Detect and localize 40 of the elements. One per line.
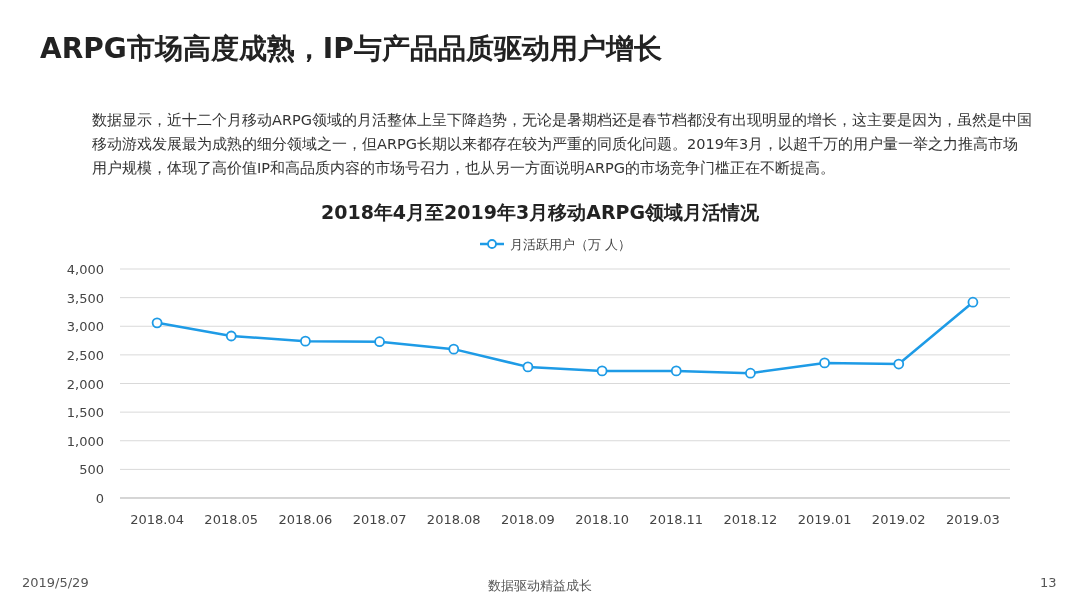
point: [967, 296, 979, 308]
y-tick-label: 2,000: [66, 376, 104, 392]
point: [745, 367, 756, 379]
point: [374, 336, 385, 348]
point: [893, 358, 905, 370]
point: [300, 335, 311, 347]
y-tick-label: 1,500: [66, 405, 104, 421]
chart-subtitle: ARPG市场高度成熟，IP与产品品质驱动用户增长: [40, 31, 662, 67]
x-tick-label: 2018.10: [575, 512, 629, 527]
text: 数据驱动精益成长: [488, 578, 592, 593]
x-tick-label: 2019.03: [946, 512, 1000, 527]
y-tick-label: 3,500: [66, 290, 104, 306]
y-tick-label: 1,000: [66, 433, 104, 449]
point: [151, 317, 163, 329]
y-tick-label: 3,000: [66, 319, 104, 335]
x-tick-label: 2018.08: [426, 512, 481, 527]
y-tick-label: 4,000: [66, 262, 104, 277]
point: [448, 343, 460, 355]
x-tick-label: 2018.07: [352, 512, 407, 527]
x-tick-label: 2018.06: [278, 512, 333, 527]
x-tick-label: 2019.01: [797, 512, 852, 527]
x-tick-label: 2018.05: [204, 512, 259, 527]
text: 数据显示，近十二个月移动ARPG领域的月活整体上呈下降趋势，无论是暑期档还是春节档都没有出现明显的增长，这主要是因为，虽然是中国移动游戏发展最为成熟的细分领域之一，但ARPG长期以来都存在较为严重的同质化问题。2019年3月，以超千万的用户量一举之力推高市场用户规模，体现了高价值IP和高品质内容的市场号召力，也从另一方面说明ARPG的市场竞争门槛正在不断提高。: [92, 111, 1032, 178]
text: 13: [1040, 575, 1057, 590]
x-tick-label: 2018.09: [501, 512, 555, 527]
point: [670, 365, 682, 377]
point: [225, 330, 237, 342]
point: [819, 357, 830, 369]
x-tick-label: 2019.02: [871, 512, 926, 527]
text: 2019/5/29: [22, 575, 89, 590]
y-tick-label: 500: [79, 462, 104, 478]
x-tick-label: 2018.04: [130, 512, 184, 527]
chart-title: 2018年4月至2019年3月移动ARPG领域月活情况: [319, 200, 761, 225]
point: [596, 365, 608, 377]
x-tick-label: 2018.11: [649, 512, 704, 527]
x-tick-label: 2018.12: [723, 512, 778, 527]
y-tick-label: 2,500: [66, 347, 104, 363]
point: [522, 361, 534, 373]
y-tick-label: 0: [95, 491, 104, 506]
legend-label: 月活跃用户（万 人）: [510, 237, 632, 252]
